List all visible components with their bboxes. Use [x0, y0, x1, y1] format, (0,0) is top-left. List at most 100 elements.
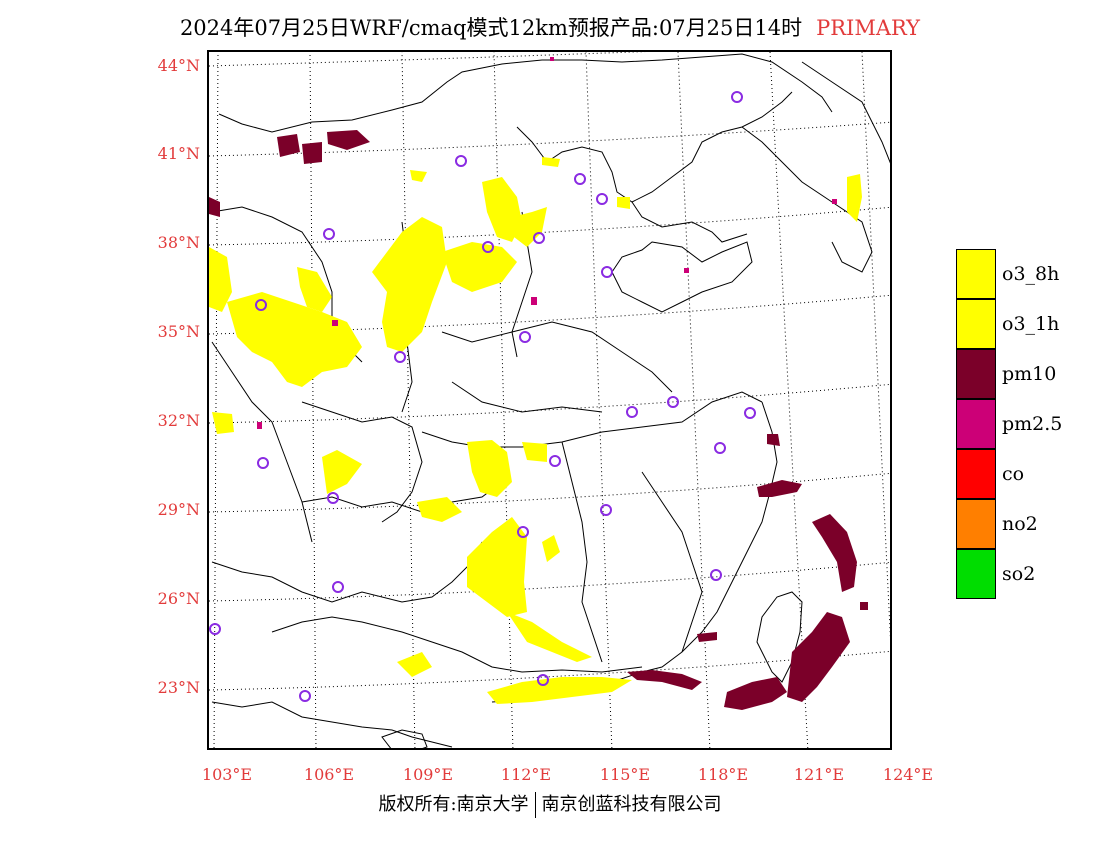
station-marker: [327, 492, 339, 504]
o3-patch-tianjin: [617, 197, 630, 209]
legend-swatch: [956, 349, 996, 399]
station-marker: [601, 266, 613, 278]
pm10-patch-jiangsu: [767, 434, 780, 446]
station-marker: [537, 674, 549, 686]
pm10-patch-guangdong: [627, 670, 702, 690]
legend-swatch: [956, 399, 996, 449]
gridline-lat-23: [209, 650, 890, 691]
station-marker: [626, 406, 638, 418]
station-marker: [519, 331, 531, 343]
primary-pollutant-tag: PRIMARY: [816, 16, 921, 40]
legend-swatch: [956, 499, 996, 549]
station-marker: [517, 526, 529, 538]
station-marker: [731, 91, 743, 103]
o3-patch-bohai: [847, 174, 862, 222]
boundary-henan: [451, 381, 603, 413]
o3-patch-gansu-ningxia: [227, 292, 362, 387]
station-marker: [257, 457, 269, 469]
legend-swatch: [956, 249, 996, 299]
gridline-lat-26: [209, 561, 890, 602]
station-marker: [323, 228, 335, 240]
copyright-footer: 版权所有:南京大学 南京创蓝科技有限公司: [0, 790, 1100, 818]
o3-patch-chongqing-n: [212, 412, 234, 434]
boundary-bohai: [631, 201, 748, 243]
pm10-patch-west-edge: [209, 197, 220, 217]
o3-patch-hunan: [467, 517, 527, 617]
legend-label: no2: [1002, 513, 1038, 535]
map-title-main: 2024年07月25日WRF/cmaq模式12km预报产品:07月25日14时: [179, 16, 803, 40]
legend-label: pm10: [1002, 363, 1057, 385]
pm10-patches: [209, 130, 868, 710]
lat-label-44: 44°N: [157, 56, 200, 75]
o3-patches: [209, 157, 862, 704]
boundary-inner-mongolia: [218, 53, 833, 133]
pm25-spot-3: [684, 268, 689, 273]
station-marker: [714, 442, 726, 454]
lon-label-103: 103°E: [201, 765, 253, 784]
lat-label-32: 32°N: [157, 411, 200, 430]
o3-patch-guangxi: [397, 652, 432, 677]
legend-label: so2: [1002, 563, 1036, 585]
lat-label-41: 41°N: [157, 144, 200, 163]
gridline-lat-32: [209, 383, 890, 424]
o3-patch-shaanxi-north: [372, 217, 447, 352]
o3-patch-northern-spot: [410, 170, 427, 182]
map-canvas: [209, 52, 890, 748]
o3-patch-hunan-north: [522, 442, 547, 462]
o3-patch-beijing: [542, 157, 560, 167]
lat-label-35: 35°N: [157, 322, 200, 341]
lat-label-26: 26°N: [157, 589, 200, 608]
boundary-yunnan-guizhou: [211, 541, 483, 603]
gridline-lon-121: [769, 52, 809, 748]
map-title: 2024年07月25日WRF/cmaq模式12km预报产品:07月25日14时 P…: [0, 12, 1100, 42]
map-panel: [207, 50, 892, 750]
station-marker: [299, 690, 311, 702]
station-marker: [667, 396, 679, 408]
gridline-lon-106: [309, 52, 317, 748]
pm25-spot-6: [550, 57, 554, 61]
pm25-spot-2: [257, 422, 262, 429]
o3-patch-hebei: [482, 177, 522, 242]
lon-label-109: 109°E: [402, 765, 454, 784]
boundary-north: [516, 91, 793, 203]
station-marker: [455, 155, 467, 167]
gridline-lat-38: [209, 206, 890, 246]
o3-patch-ningxia: [297, 267, 332, 312]
pm10-patch-fujian-coast: [757, 480, 802, 497]
o3-patch-guangdong: [487, 677, 632, 704]
lon-label-118: 118°E: [697, 765, 749, 784]
station-marker: [596, 193, 608, 205]
legend-label: pm2.5: [1002, 413, 1063, 435]
legend-label: o3_8h: [1002, 263, 1060, 285]
o3-patch-sichuan: [322, 450, 362, 494]
boundary-sichuan-east: [301, 401, 423, 523]
copyright-left: 版权所有:南京大学: [378, 794, 529, 815]
o3-patch-hebei-east: [512, 207, 547, 247]
boundary-hubei: [441, 321, 673, 393]
lat-label-38: 38°N: [157, 233, 200, 252]
station-marker: [209, 623, 221, 635]
o3-patch-hubei: [467, 440, 512, 497]
legend-label: o3_1h: [1002, 313, 1060, 335]
pm10-patch-outer: [860, 602, 868, 610]
lon-label-121: 121°E: [793, 765, 845, 784]
gridline-lon-103: [213, 52, 219, 748]
gridline-lon-109: [401, 52, 416, 748]
boundary-guangxi: [271, 616, 643, 673]
boundary-south-border: [211, 701, 453, 748]
lon-label-115: 115°E: [599, 765, 651, 784]
boundary-northeast: [801, 61, 890, 164]
station-marker: [533, 232, 545, 244]
legend-label: co: [1002, 463, 1025, 485]
lat-label-23: 23°N: [157, 678, 200, 697]
pm25-spot-1: [531, 297, 537, 305]
legend-swatch: [956, 299, 996, 349]
o3-patch-shanxi: [442, 242, 517, 292]
o3-patch-hunan-south: [507, 612, 592, 662]
pm10-patch-zhejiang: [697, 632, 717, 642]
pm10-patch-mongolia-2: [302, 142, 322, 164]
lon-label-106: 106°E: [303, 765, 355, 784]
station-marker: [710, 569, 722, 581]
pm25-spot-4: [832, 199, 837, 204]
pm10-patch-mongolia-3: [327, 130, 370, 150]
